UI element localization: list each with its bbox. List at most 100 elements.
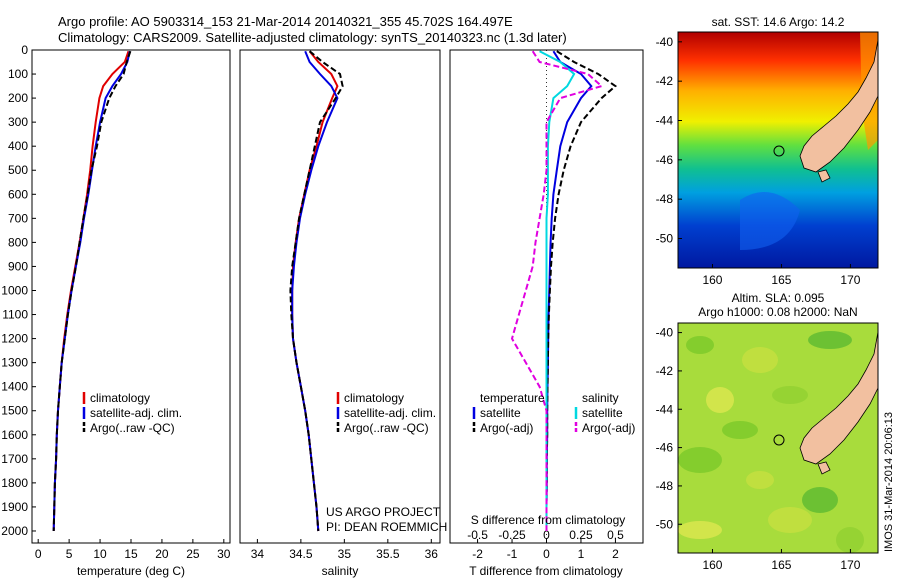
- legend-label-t-satellite: satellite: [480, 406, 521, 420]
- sla-map-panel: Altim. SLA: 0.095 Argo h1000: 0.08 h2000…: [656, 291, 879, 572]
- series-line: [289, 50, 344, 532]
- x-tick-label: 2: [612, 547, 619, 561]
- s-tick-label: 0.5: [607, 528, 624, 542]
- lat-tick-label: -44: [656, 114, 674, 128]
- x-tick-label: 10: [93, 547, 107, 561]
- difference-x-axis: -2 -1 0 1 2 -0.5 -0.25 0 0.25 0.5: [467, 528, 624, 561]
- sla-patch: [836, 527, 864, 553]
- sla-patch: [678, 447, 722, 473]
- depth-tick-label: 900: [8, 259, 28, 273]
- sst-map-title: sat. SST: 14.6 Argo: 14.2: [712, 15, 845, 29]
- new-zealand-landmass: [799, 39, 878, 173]
- temperature-series: [52, 50, 132, 532]
- sla-patch: [802, 487, 838, 513]
- new-zealand-landmass: [799, 331, 878, 465]
- temperature-xlabel: temperature (deg C): [77, 564, 185, 578]
- x-tick-label: -1: [507, 547, 518, 561]
- difference-xlabel-salinity: S difference from climatology: [471, 513, 626, 527]
- lon-tick-label: 160: [702, 273, 722, 287]
- lat-tick-label: -48: [656, 479, 674, 493]
- x-tick-label: 30: [217, 547, 231, 561]
- legend-label-argo: Argo(..raw -QC): [344, 421, 429, 435]
- series-line: [510, 50, 604, 531]
- lat-tick-label: -50: [656, 517, 674, 531]
- legend-label-satellite: satellite-adj. clim.: [344, 406, 436, 420]
- x-tick-label: 36: [425, 547, 439, 561]
- temperature-panel: 0100200300400500600700800900100011001200…: [1, 43, 231, 578]
- sla-map-axes: 160 165 170 -40 -42 -44 -46 -48 -50: [656, 326, 861, 572]
- series-line: [52, 50, 132, 532]
- depth-tick-label: 200: [8, 91, 28, 105]
- sla-patch: [746, 471, 774, 489]
- sla-map-frame: [677, 322, 879, 554]
- sst-cold-eddy: [740, 192, 800, 250]
- x-tick-label: 34: [251, 547, 265, 561]
- lat-tick-label: -40: [656, 326, 674, 340]
- stewart-island: [817, 169, 831, 183]
- sla-map-title-line2: Argo h1000: 0.08 h2000: NaN: [698, 305, 857, 319]
- salinity-axes-box: [239, 49, 441, 544]
- difference-xlabel: T difference from climatology: [469, 564, 623, 578]
- sst-map-panel: sat. SST: 14.6 Argo: 14.2 160 165 170 -40 -4…: [656, 15, 879, 287]
- legend-title-salinity: salinity: [582, 391, 619, 405]
- credit-line2: PI: DEAN ROEMMICH: [326, 520, 447, 534]
- temperature-axes-box: [31, 49, 231, 544]
- depth-tick-label: 300: [8, 115, 28, 129]
- sla-patch: [722, 421, 758, 439]
- lon-tick-label: 165: [771, 558, 791, 572]
- lat-tick-label: -50: [656, 232, 674, 246]
- x-tick-label: 15: [124, 547, 138, 561]
- s-tick-label: 0: [543, 528, 550, 542]
- x-tick-label: 35: [338, 547, 352, 561]
- difference-legend: temperature salinity satellite Argo(-adj…: [472, 391, 635, 435]
- difference-panel: -2 -1 0 1 2 -0.5 -0.25 0 0.25 0.5 T difference fr…: [449, 49, 644, 578]
- sst-map-axes: 160 165 170 -40 -42 -44 -46 -48 -50: [656, 35, 861, 287]
- lon-tick-label: 160: [702, 558, 722, 572]
- depth-tick-label: 800: [8, 235, 28, 249]
- stewart-island: [817, 461, 831, 475]
- x-tick-label: 0: [35, 547, 42, 561]
- sla-anomaly-patches: [678, 331, 864, 553]
- lat-tick-label: -40: [656, 35, 674, 49]
- x-tick-label: 25: [186, 547, 200, 561]
- salinity-series: [289, 50, 344, 532]
- salinity-xlabel: salinity: [322, 564, 359, 578]
- lat-tick-label: -42: [656, 74, 674, 88]
- depth-tick-label: 1600: [1, 428, 28, 442]
- salinity-panel: 34 34.5 35 35.5 36 salinity climatology sate…: [239, 49, 447, 578]
- argo-float-marker: [773, 434, 785, 446]
- x-tick-label: 34.5: [289, 547, 313, 561]
- figure-title-line2: Climatology: CARS2009. Satellite-adjuste…: [58, 30, 567, 45]
- lat-tick-label: -46: [656, 153, 674, 167]
- legend-label-t-argo: Argo(-adj): [480, 421, 533, 435]
- depth-tick-label: 600: [8, 187, 28, 201]
- credit-line1: US ARGO PROJECT: [326, 505, 441, 519]
- legend-label-climatology: climatology: [344, 391, 404, 405]
- sla-patch: [808, 331, 852, 349]
- depth-tick-label: 1800: [1, 476, 28, 490]
- depth-tick-label: 1300: [1, 356, 28, 370]
- depth-tick-label: 400: [8, 139, 28, 153]
- figure-title-line1: Argo profile: AO 5903314_153 21-Mar-2014…: [58, 14, 513, 29]
- lat-tick-label: -42: [656, 364, 674, 378]
- depth-tick-label: 1100: [2, 308, 28, 322]
- sla-patch: [772, 386, 808, 404]
- depth-tick-label: 700: [8, 211, 28, 225]
- depth-tick-label: 1900: [1, 500, 28, 514]
- depth-tick-label: 2000: [1, 524, 28, 538]
- depth-tick-label: 1000: [1, 283, 28, 297]
- sla-patch: [706, 387, 734, 413]
- lat-tick-label: -46: [656, 441, 674, 455]
- sst-map-frame: [677, 31, 879, 269]
- depth-tick-label: 1200: [1, 332, 28, 346]
- depth-tick-label: 1400: [1, 380, 28, 394]
- depth-tick-label: 500: [8, 163, 28, 177]
- x-tick-label: 5: [66, 547, 73, 561]
- sla-patch: [768, 507, 812, 533]
- s-tick-label: -0.5: [467, 528, 488, 542]
- legend-title-temperature: temperature: [480, 391, 545, 405]
- sla-map-title-line1: Altim. SLA: 0.095: [732, 291, 825, 305]
- legend-label-s-argo: Argo(-adj): [582, 421, 635, 435]
- lon-tick-label: 170: [840, 558, 860, 572]
